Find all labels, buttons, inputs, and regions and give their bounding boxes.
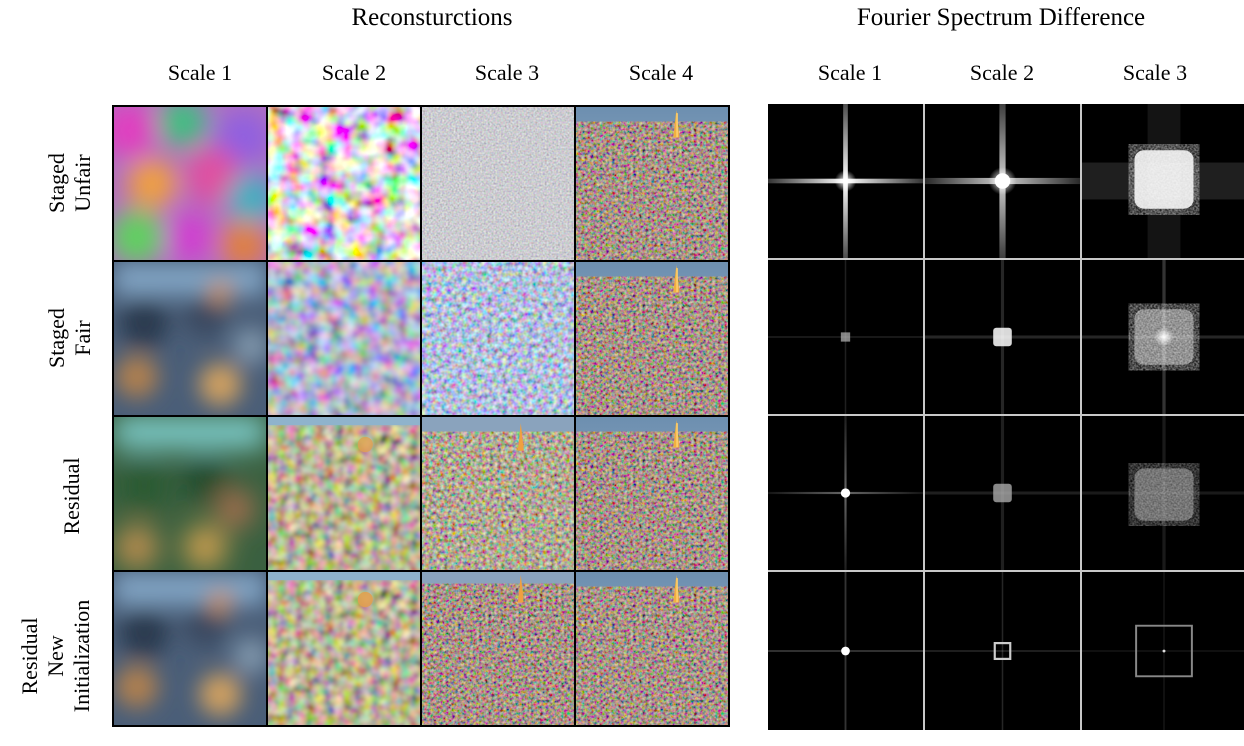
spectrum-image-residual-scale-3 xyxy=(1082,416,1244,570)
recon-image-fair-scale-4 xyxy=(576,262,728,415)
recon-image-unfair-scale-3 xyxy=(422,107,574,260)
row-label-residual: Residual xyxy=(59,457,84,535)
spectrum-col-scale-2: Scale 2 xyxy=(969,60,1035,85)
reconstructions-grid xyxy=(112,105,730,727)
spectrum-image-newinit-scale-1 xyxy=(768,572,923,730)
recon-image-unfair-scale-2 xyxy=(268,107,420,260)
spectrum-image-newinit-scale-3 xyxy=(1082,572,1244,730)
recon-image-unfair-scale-4 xyxy=(576,107,728,260)
spectrum-image-residual-scale-2 xyxy=(925,416,1080,570)
recon-image-newinit-scale-1 xyxy=(114,572,266,725)
spectrum-image-unfair-scale-2 xyxy=(925,104,1080,258)
spectrum-image-residual-scale-1 xyxy=(768,416,923,570)
spectrum-grid xyxy=(768,104,1244,730)
spectrum-col-scale-1: Scale 1 xyxy=(817,60,883,85)
recon-col-scale-2: Scale 2 xyxy=(321,60,387,85)
recon-image-newinit-scale-4 xyxy=(576,572,728,725)
spectrum-col-scale-3: Scale 3 xyxy=(1122,60,1188,85)
recon-image-fair-scale-2 xyxy=(268,262,420,415)
spectrum-image-fair-scale-1 xyxy=(768,260,923,414)
recon-image-fair-scale-3 xyxy=(422,262,574,415)
row-label-staged-unfair: Staged Unfair xyxy=(44,153,95,213)
recon-image-newinit-scale-3 xyxy=(422,572,574,725)
spectrum-image-fair-scale-3 xyxy=(1082,260,1244,414)
row-label-residual-new-init: Residual New Initialization xyxy=(17,599,94,713)
recon-col-scale-3: Scale 3 xyxy=(474,60,540,85)
recon-col-scale-1: Scale 1 xyxy=(167,60,233,85)
recon-image-residual-scale-1 xyxy=(114,417,266,570)
spectrum-image-unfair-scale-3 xyxy=(1082,104,1244,258)
recon-image-residual-scale-3 xyxy=(422,417,574,570)
recon-image-unfair-scale-1 xyxy=(114,107,266,260)
recon-image-newinit-scale-2 xyxy=(268,572,420,725)
recon-image-fair-scale-1 xyxy=(114,262,266,415)
spectrum-image-unfair-scale-1 xyxy=(768,104,923,258)
spectrum-image-fair-scale-2 xyxy=(925,260,1080,414)
reconstructions-title: Reconsturctions xyxy=(351,4,513,31)
row-label-staged-fair: Staged Fair xyxy=(44,308,95,368)
spectrum-title: Fourier Spectrum Difference xyxy=(856,4,1146,31)
spectrum-image-newinit-scale-2 xyxy=(925,572,1080,730)
recon-image-residual-scale-4 xyxy=(576,417,728,570)
recon-col-scale-4: Scale 4 xyxy=(628,60,694,85)
recon-image-residual-scale-2 xyxy=(268,417,420,570)
